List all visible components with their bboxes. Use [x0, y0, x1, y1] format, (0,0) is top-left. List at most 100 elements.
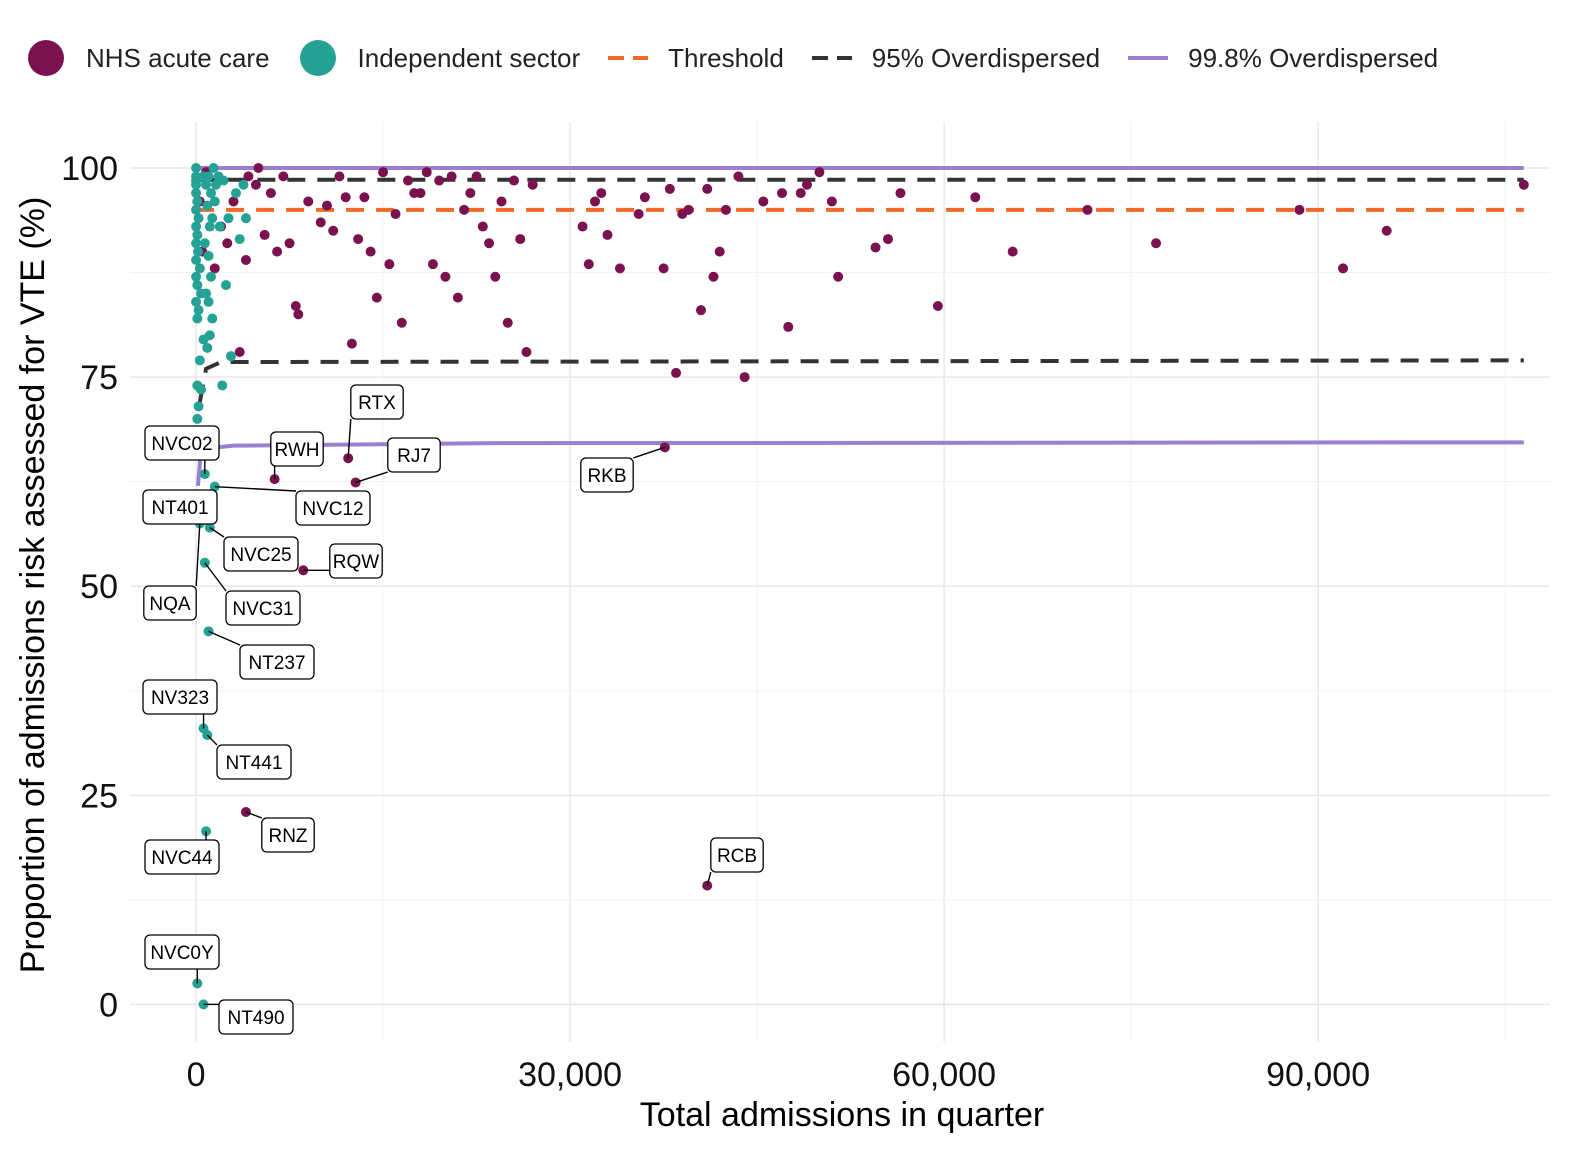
nhs-acute-care-point — [1008, 247, 1018, 257]
independent-sector-point — [207, 314, 217, 324]
independent-sector-point — [204, 171, 214, 181]
x-tick-label: 30,000 — [518, 1056, 622, 1094]
nhs-acute-care-point — [970, 192, 980, 202]
independent-sector-point — [202, 343, 212, 353]
y-axis-title: Proportion of admissions risk assessed f… — [14, 197, 52, 974]
nhs-acute-care-point — [353, 234, 363, 244]
nhs-acute-care-point — [814, 167, 824, 177]
nhs-acute-care-point — [415, 188, 425, 198]
scatter-chart: RTXRWH RJ7RKBNVC02NVC12NT401NVC25 RQWNQA NV… — [0, 0, 1574, 1152]
label-text: RNZ — [268, 826, 307, 847]
label-leader-line — [633, 447, 665, 458]
nhs-acute-care-point — [602, 230, 612, 240]
nhs-acute-care-point — [802, 180, 812, 190]
label-text: NQA — [149, 594, 191, 615]
independent-sector-point — [215, 222, 225, 232]
label-leader-line — [348, 419, 351, 458]
independent-sector-point — [193, 247, 203, 257]
nhs-acute-care-point — [596, 188, 606, 198]
label-text: RWH — [274, 440, 319, 461]
nhs-acute-care-point — [391, 209, 401, 219]
y-tick-label: 0 — [99, 986, 118, 1024]
nhs-acute-care-point — [671, 368, 681, 378]
nhs-acute-care-point — [484, 238, 494, 248]
y-tick-label: 25 — [80, 777, 118, 815]
independent-sector-point — [191, 188, 201, 198]
nhs-acute-care-point — [1294, 205, 1304, 215]
independent-sector-point — [241, 213, 251, 223]
independent-sector-point — [192, 314, 202, 324]
nhs-acute-care-point — [684, 205, 694, 215]
nhs-acute-care-point — [378, 167, 388, 177]
nhs-acute-care-point — [384, 259, 394, 269]
point-label: NT401 — [143, 490, 217, 524]
nhs-acute-care-point — [453, 293, 463, 303]
x-tick-label: 0 — [187, 1056, 206, 1094]
nhs-acute-care-point — [251, 180, 261, 190]
nhs-acute-care-point — [590, 196, 600, 206]
nhs-acute-care-point — [521, 347, 531, 357]
independent-sector-point — [210, 196, 220, 206]
nhs-acute-care-point — [1151, 238, 1161, 248]
independent-sector-point — [219, 176, 229, 186]
nhs-acute-care-point — [328, 226, 338, 236]
independent-sector-point — [191, 272, 201, 282]
independent-sector-point — [192, 414, 202, 424]
nhs-acute-care-point — [478, 222, 488, 232]
nhs-acute-care-point — [777, 188, 787, 198]
nhs-acute-care-point — [796, 188, 806, 198]
nhs-acute-care-point — [459, 205, 469, 215]
nhs-acute-care-point — [260, 230, 270, 240]
nhs-acute-care-point — [634, 209, 644, 219]
nhs-acute-care-point — [243, 171, 253, 181]
point-label: NVC12 — [215, 487, 370, 525]
point-label: NT237 — [209, 631, 314, 679]
point-label: NVC25 — [210, 528, 298, 571]
nhs-acute-care-point — [497, 196, 507, 206]
nhs-acute-care-point — [584, 259, 594, 269]
point-label: RCB — [707, 838, 763, 886]
nhs-acute-care-point — [316, 217, 326, 227]
independent-sector-point — [204, 251, 214, 261]
independent-sector-point — [195, 355, 205, 365]
nhs-acute-care-point — [740, 372, 750, 382]
nhs-acute-care-point — [222, 238, 232, 248]
independent-sector-point — [238, 180, 248, 190]
nhs-acute-care-point — [303, 196, 313, 206]
point-labels: RTXRWH RJ7RKBNVC02NVC12NT401NVC25 RQWNQA NV… — [143, 385, 763, 1034]
nhs-acute-care-point — [397, 318, 407, 328]
label-text: RTX — [358, 393, 396, 414]
label-leader-line — [207, 735, 217, 745]
nhs-acute-care-point — [440, 272, 450, 282]
independent-sector-point — [204, 297, 214, 307]
nhs-acute-care-point — [366, 247, 376, 257]
y-tick-labels: 0255075100 — [61, 150, 118, 1024]
label-leader-line — [209, 631, 240, 645]
independent-sector-point — [231, 188, 241, 198]
label-text: NV323 — [151, 688, 209, 709]
nhs-acute-care-point — [871, 242, 881, 252]
label-text: NVC44 — [151, 848, 213, 869]
nhs-acute-care-point — [334, 171, 344, 181]
nhs-acute-care-point — [266, 188, 276, 198]
nhs-acute-care-point — [403, 176, 413, 186]
grid — [130, 122, 1550, 1042]
point-label: NVC44 — [145, 831, 219, 874]
nhs-acute-care-point — [472, 171, 482, 181]
nhs-acute-care-point — [833, 272, 843, 282]
nhs-acute-care-point — [696, 305, 706, 315]
y-tick-label: 100 — [61, 150, 118, 188]
nhs-acute-care-point — [422, 167, 432, 177]
independent-sector-point — [191, 222, 201, 232]
independent-sector-point — [217, 380, 227, 390]
y-tick-label: 50 — [80, 568, 118, 606]
nhs-acute-care-point — [253, 163, 263, 173]
nhs-acute-care-point — [293, 309, 303, 319]
independent-sector-point — [221, 280, 231, 290]
x-tick-labels: 0 30,000 60,000 90,000 — [187, 1056, 1370, 1094]
independent-sector-point — [207, 213, 217, 223]
label-text: NVC12 — [302, 499, 363, 520]
nhs-acute-care-point — [372, 293, 382, 303]
independent-sector-point — [235, 234, 245, 244]
label-text: NVC25 — [230, 545, 291, 566]
